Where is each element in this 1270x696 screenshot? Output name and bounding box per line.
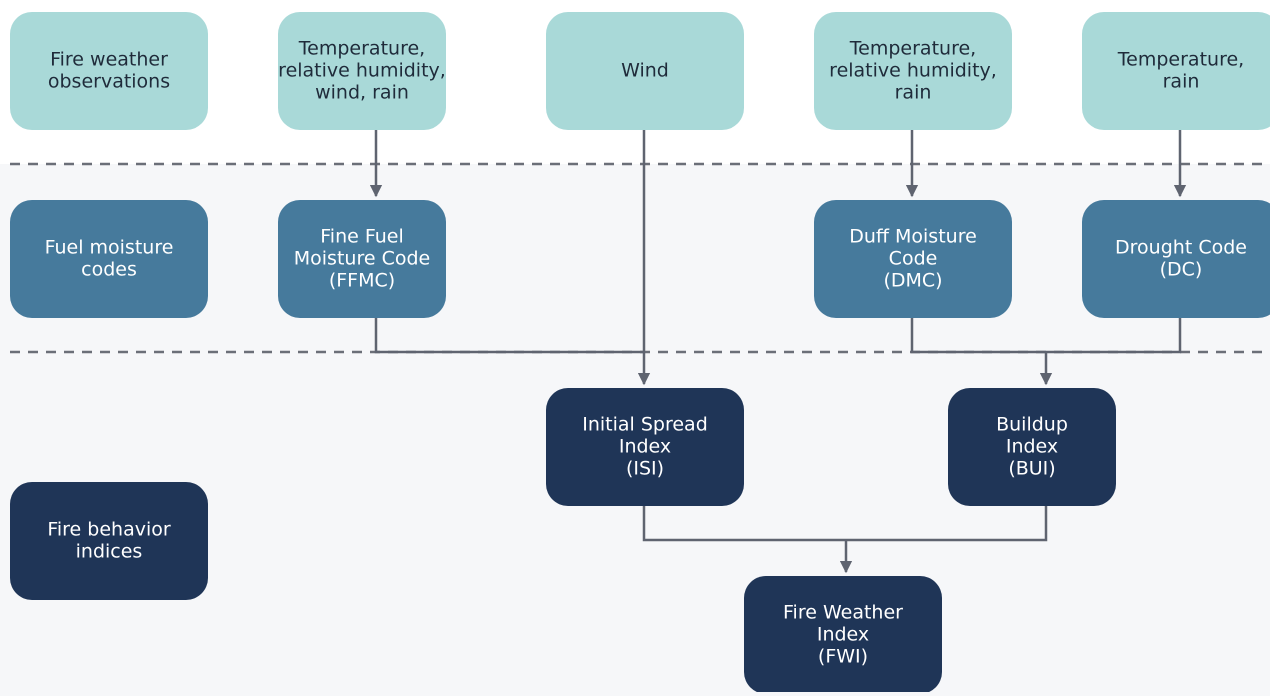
node-label: (FFMC) — [329, 270, 395, 292]
node-label: indices — [76, 541, 143, 563]
node-label: (DC) — [1160, 259, 1203, 281]
node-label: Index — [1006, 436, 1058, 458]
node-box — [948, 388, 1116, 506]
node-label: Duff Moisture — [849, 226, 977, 248]
node-label: relative humidity, — [829, 60, 997, 82]
node-label: Fuel moisture — [45, 237, 174, 259]
node-label: Index — [619, 436, 671, 458]
node-label: (FWI) — [818, 646, 868, 668]
node-box — [1082, 12, 1270, 130]
node-box — [814, 200, 1012, 318]
node-label: rain — [1163, 71, 1200, 93]
node-box — [1082, 200, 1270, 318]
node-label: (BUI) — [1008, 458, 1055, 480]
node-label: Fire behavior — [47, 519, 171, 541]
node-label: Fine Fuel — [320, 226, 404, 248]
node-label: Drought Code — [1115, 237, 1247, 259]
node-label: Fire weather — [50, 49, 168, 71]
node-box — [744, 576, 942, 694]
node-label: Temperature, — [298, 38, 425, 60]
node-label: (DMC) — [883, 270, 942, 292]
node-box — [546, 388, 744, 506]
node-box — [546, 12, 744, 130]
node-label: rain — [895, 82, 932, 104]
node-box — [10, 200, 208, 318]
node-box — [814, 12, 1012, 130]
node-label: Moisture Code — [294, 248, 430, 270]
connectors — [369, 130, 1187, 574]
node-label: wind, rain — [315, 82, 409, 104]
node-box — [10, 482, 208, 600]
node-box — [278, 12, 446, 130]
node-label: Index — [817, 624, 869, 646]
node-label: codes — [81, 259, 137, 281]
node-label: Temperature, — [1117, 49, 1244, 71]
node-label: Wind — [621, 60, 669, 82]
node-label: Code — [889, 248, 938, 270]
node-label: Temperature, — [849, 38, 976, 60]
node-box — [278, 200, 446, 318]
node-label: relative humidity, — [278, 60, 446, 82]
node-label: observations — [48, 71, 170, 93]
node-label: Fire Weather — [783, 602, 903, 624]
node-label: (ISI) — [626, 458, 664, 480]
node-label: Buildup — [996, 414, 1068, 436]
nodes: Fire weatherobservationsTemperature,rela… — [10, 12, 1270, 694]
node-label: Initial Spread — [582, 414, 708, 436]
node-box — [10, 12, 208, 130]
